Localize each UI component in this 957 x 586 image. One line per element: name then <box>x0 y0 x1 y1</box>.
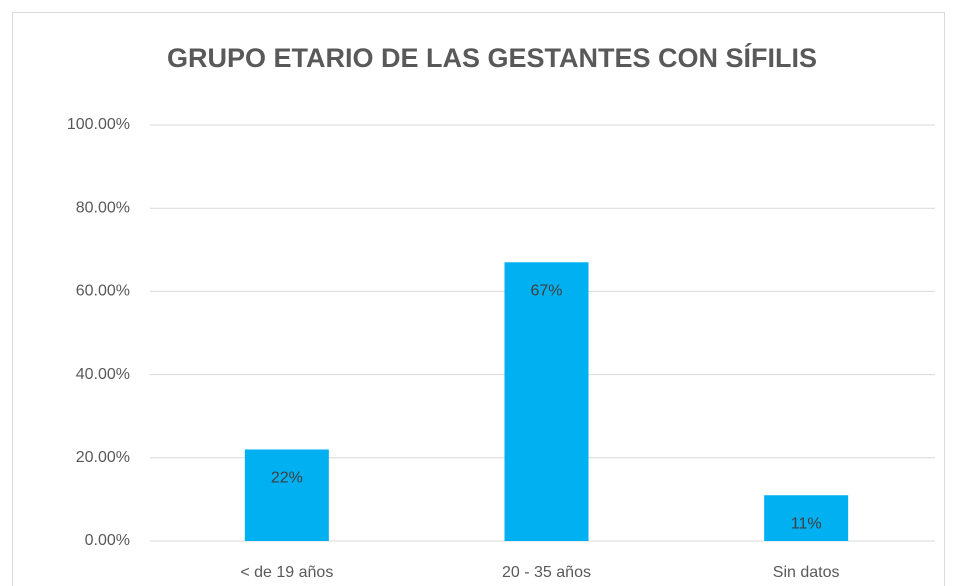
bar <box>244 449 329 541</box>
y-tick-label: 80.00% <box>76 199 130 216</box>
chart-title: GRUPO ETARIO DE LAS GESTANTES CON SÍFILI… <box>167 42 817 73</box>
bar <box>764 495 849 541</box>
x-tick-label: Sin datos <box>773 564 840 581</box>
x-tick-label: < de 19 años <box>240 564 333 581</box>
y-tick-label: 0.00% <box>85 532 130 549</box>
y-tick-label: 100.00% <box>67 116 130 133</box>
y-tick-label: 20.00% <box>76 449 130 466</box>
bar <box>504 262 589 541</box>
data-label: 67% <box>530 282 562 299</box>
data-label: 22% <box>271 470 303 487</box>
data-label: 11% <box>791 515 822 532</box>
y-tick-label: 60.00% <box>76 283 130 300</box>
chart-frame <box>12 12 945 586</box>
y-tick-label: 40.00% <box>76 366 130 383</box>
x-tick-label: 20 - 35 años <box>502 564 591 581</box>
